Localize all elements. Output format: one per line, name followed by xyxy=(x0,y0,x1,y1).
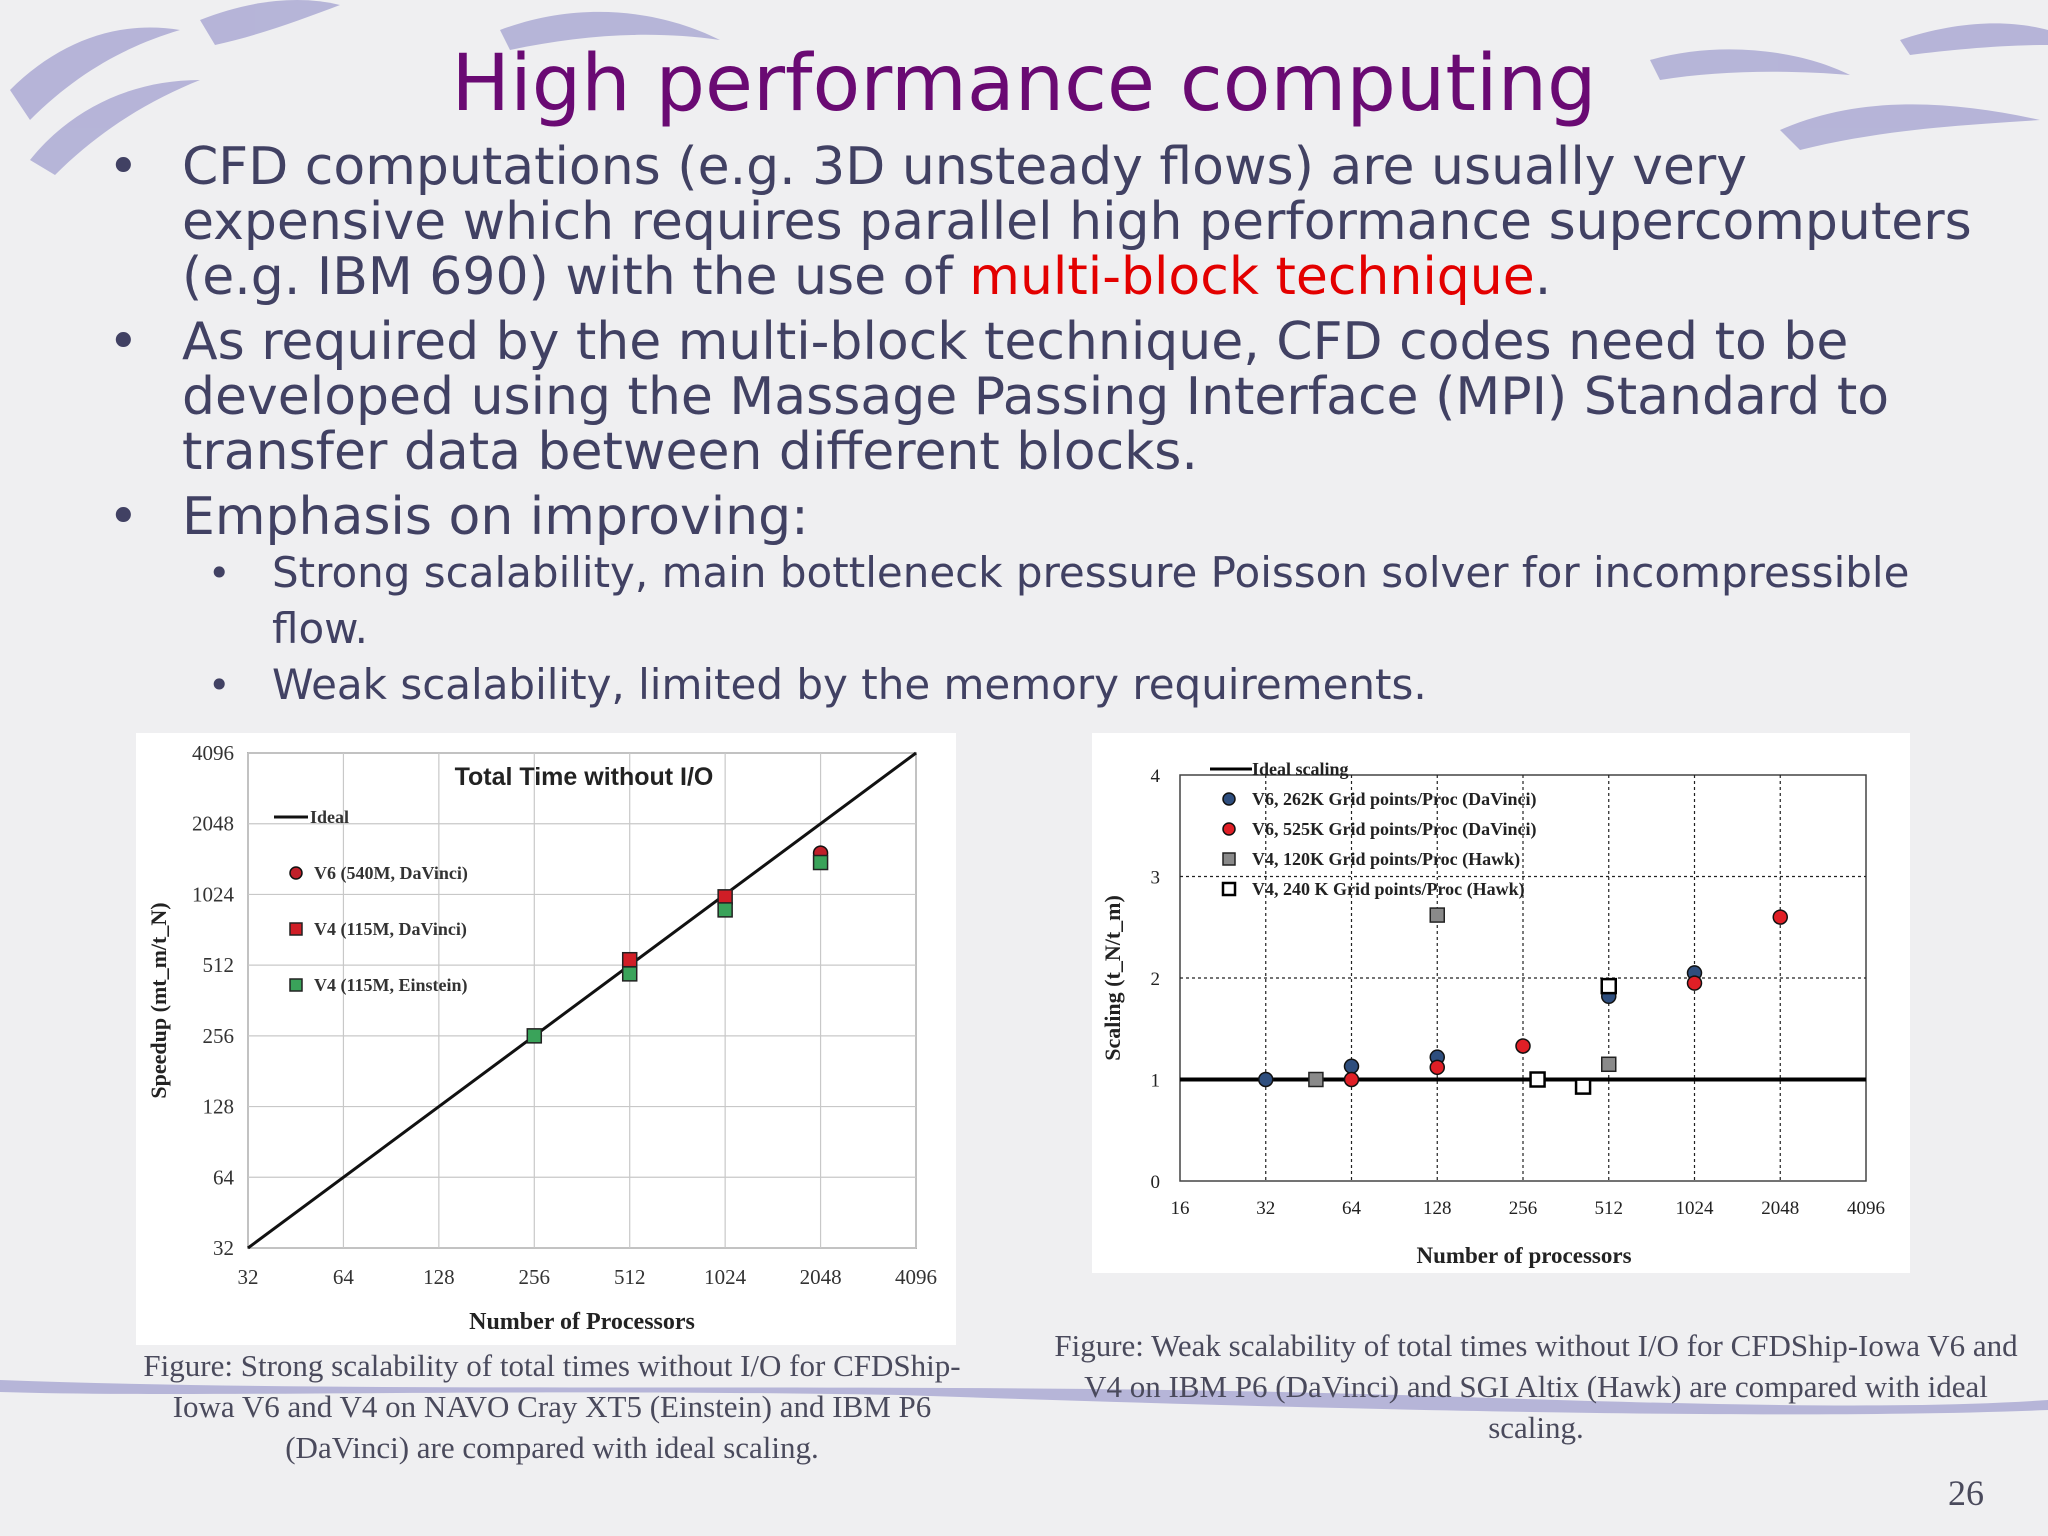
legend-label: V6 (540M, DaVinci) xyxy=(314,863,468,884)
legend-swatch xyxy=(1221,881,1237,897)
y-tick-label: 64 xyxy=(213,1165,235,1189)
y-tick-label: 3 xyxy=(1151,868,1161,889)
sub-bullet-text: Strong scalability, main bottleneck pres… xyxy=(272,548,1910,653)
highlight-text: multi-block technique xyxy=(969,247,1535,307)
y-tick-label: 256 xyxy=(203,1024,235,1048)
data-point-v4-240-k-grid-points-proc-hawk xyxy=(1529,1071,1546,1088)
data-point-v4-240-k-grid-points-proc-hawk xyxy=(1600,977,1617,995)
x-tick-label: 512 xyxy=(1595,1198,1624,1219)
legend-label: V4 (115M, DaVinci) xyxy=(314,919,467,940)
y-tick-label: 2048 xyxy=(192,812,234,836)
legend-label: V4 (115M, Einstein) xyxy=(314,975,468,996)
sub-bullet-item: • Strong scalability, main bottleneck pr… xyxy=(100,545,2000,657)
data-point-v4-115m-davinci xyxy=(621,951,638,968)
strong-scaling-svg: 32 64 128 256 512 1024 2048 4096 32 64 128 256 512 10… xyxy=(146,741,937,1335)
legend-label: Ideal xyxy=(310,807,349,827)
page-number: 26 xyxy=(1948,1473,1984,1513)
sub-bullet-text: Weak scalability, limited by the memory … xyxy=(272,660,1427,709)
data-point-v4-115m-einstein xyxy=(812,854,829,871)
data-point-v6-262k-grid-points-proc-davinci xyxy=(1343,1058,1360,1075)
data-point-v4-120k-grid-points-proc-hawk xyxy=(1429,907,1445,923)
data-point-v4-240-k-grid-points-proc-hawk xyxy=(1574,1078,1592,1095)
weak-scaling-chart: 16 32 64 128 256 512 1024 2048 4096 0 1 2 3 4 Number o… xyxy=(1092,733,1910,1273)
legend-label: V4, 120K Grid points/Proc (Hawk) xyxy=(1252,849,1520,870)
data-point-v4-120k-grid-points-proc-hawk xyxy=(1308,1071,1324,1088)
data-point-v4-115m-davinci xyxy=(717,889,733,905)
legend-label: V6, 525K Grid points/Proc (DaVinci) xyxy=(1252,819,1537,840)
data-point-v6-525k-grid-points-proc-davinci xyxy=(1686,975,1703,991)
x-axis-label: Number of processors xyxy=(1416,1243,1631,1268)
legend-label: V4, 240 K Grid points/Proc (Hawk) xyxy=(1252,879,1525,900)
x-tick-label: 32 xyxy=(1256,1198,1275,1219)
y-tick-label: 1024 xyxy=(192,882,235,906)
bullet-dot: • xyxy=(208,551,231,595)
y-tick-label: 32 xyxy=(213,1236,234,1260)
x-tick-label: 128 xyxy=(1423,1198,1452,1219)
x-tick-label: 16 xyxy=(1171,1198,1190,1219)
x-tick-label: 256 xyxy=(519,1265,551,1289)
figure-caption-right: Figure: Weak scalability of total times … xyxy=(1054,1328,2018,1445)
x-tick-label: 4096 xyxy=(1847,1198,1885,1219)
y-tick-label: 128 xyxy=(203,1095,235,1119)
bullet-text: As required by the multi-block technique… xyxy=(182,312,1890,482)
bullet-dot: • xyxy=(208,663,231,707)
legend-swatch xyxy=(1222,822,1236,836)
slide-title: High performance computing xyxy=(451,39,1597,129)
y-tick-label: 2 xyxy=(1151,969,1161,990)
data-point-v4-115m-einstein xyxy=(621,966,638,982)
strong-scaling-chart: 32 64 128 256 512 1024 2048 4096 32 64 128 256 512 10… xyxy=(136,733,956,1345)
data-point-v6-525k-grid-points-proc-davinci xyxy=(1429,1059,1445,1076)
y-tick-label: 0 xyxy=(1151,1172,1161,1193)
legend-swatch xyxy=(1222,852,1236,866)
bullet-list: • CFD computations (e.g. 3D unsteady flo… xyxy=(100,140,2000,713)
x-tick-label: 2048 xyxy=(800,1265,842,1289)
x-tick-label: 128 xyxy=(423,1265,455,1289)
figure-caption-left: Figure: Strong scalability of total time… xyxy=(143,1348,961,1465)
x-tick-label: 512 xyxy=(614,1265,646,1289)
legend-label: V6, 262K Grid points/Proc (DaVinci) xyxy=(1252,789,1537,810)
bullet-text-end: . xyxy=(1534,247,1552,307)
weak-scaling-svg: 16 32 64 128 256 512 1024 2048 4096 0 1 2 3 4 Number o… xyxy=(1100,759,1885,1268)
chart-title: Total Time without I/O xyxy=(455,763,714,791)
legend-swatch xyxy=(289,978,303,992)
legend-label: Ideal scaling xyxy=(1252,759,1349,779)
legend-swatch xyxy=(289,922,303,936)
data-point-v4-120k-grid-points-proc-hawk xyxy=(1601,1056,1617,1073)
y-tick-label: 4 xyxy=(1151,766,1161,787)
bullet-item: • Emphasis on improving: xyxy=(100,490,2000,545)
legend-swatch xyxy=(289,866,303,880)
x-tick-label: 1024 xyxy=(1676,1198,1715,1219)
bullet-item: • As required by the multi-block techniq… xyxy=(100,315,2000,480)
y-tick-label: 1 xyxy=(1151,1071,1161,1092)
series-line-ideal xyxy=(247,751,917,1250)
data-point-v4-115m-einstein xyxy=(526,1028,543,1044)
data-point-v6-525k-grid-points-proc-davinci xyxy=(1343,1071,1360,1088)
legend-swatch xyxy=(1222,792,1236,806)
data-point-v6-525k-grid-points-proc-davinci xyxy=(1772,909,1788,925)
sub-bullet-item: • Weak scalability, limited by the memor… xyxy=(100,657,2000,713)
y-tick-label: 4096 xyxy=(192,741,234,765)
data-point-v6-525k-grid-points-proc-davinci xyxy=(1515,1038,1531,1054)
bullet-dot: • xyxy=(108,487,139,547)
x-tick-label: 256 xyxy=(1509,1198,1538,1219)
x-tick-label: 2048 xyxy=(1761,1198,1799,1219)
bullet-text: Emphasis on improving: xyxy=(182,487,809,547)
bullet-item: • CFD computations (e.g. 3D unsteady flo… xyxy=(100,140,2000,305)
y-tick-label: 512 xyxy=(203,953,235,977)
y-axis-label: Scaling (t_N/t_m) xyxy=(1100,895,1125,1061)
bullet-dot: • xyxy=(108,137,139,197)
x-tick-label: 64 xyxy=(1342,1198,1362,1219)
data-point-v6-262k-grid-points-proc-davinci xyxy=(1258,1071,1274,1088)
x-tick-label: 32 xyxy=(238,1265,259,1289)
y-axis-label: Speedup (mt_m/t_N) xyxy=(146,902,171,1098)
x-axis-label: Number of Processors xyxy=(469,1309,695,1335)
data-point-v4-115m-einstein xyxy=(717,902,733,918)
x-tick-label: 4096 xyxy=(895,1265,937,1289)
bullet-dot: • xyxy=(108,312,139,372)
bullet-text: CFD computations (e.g. 3D unsteady flows… xyxy=(182,137,1972,307)
x-tick-label: 64 xyxy=(333,1265,355,1289)
x-tick-label: 1024 xyxy=(704,1265,747,1289)
